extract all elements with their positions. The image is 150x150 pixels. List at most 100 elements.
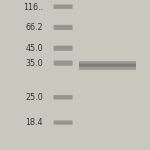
Bar (45, 147, 149, 149)
Bar (45, 146, 149, 148)
Bar (45, 147, 149, 149)
Bar (80, 64, 136, 65)
Bar (45, 147, 149, 149)
Bar (45, 147, 149, 148)
Bar (45, 147, 149, 149)
Bar (45, 147, 149, 149)
Bar (45, 147, 149, 149)
Bar (45, 147, 149, 148)
Bar (45, 146, 149, 147)
Bar (45, 147, 149, 149)
Bar (45, 147, 149, 148)
Bar (45, 146, 149, 148)
Bar (45, 147, 149, 149)
Bar (45, 147, 149, 149)
Bar (45, 147, 149, 149)
Bar (45, 147, 149, 149)
Bar (45, 147, 149, 148)
Text: 116..: 116.. (23, 3, 43, 12)
Bar (45, 146, 149, 148)
Bar (45, 147, 149, 149)
Bar (45, 146, 149, 148)
Bar (45, 146, 149, 148)
Bar (45, 146, 149, 148)
FancyBboxPatch shape (54, 4, 73, 9)
Bar (45, 147, 149, 149)
Bar (80, 65, 136, 66)
Bar (45, 147, 149, 149)
Text: 18.4: 18.4 (26, 118, 43, 127)
Text: 25.0: 25.0 (25, 93, 43, 102)
Bar (45, 146, 149, 148)
Bar (45, 146, 149, 148)
Bar (45, 146, 149, 148)
Bar (45, 146, 149, 148)
Bar (45, 147, 149, 149)
Bar (45, 147, 149, 149)
Bar (45, 147, 149, 149)
Bar (45, 146, 149, 148)
Bar (45, 146, 149, 148)
Bar (45, 147, 149, 149)
Bar (45, 147, 149, 149)
FancyBboxPatch shape (54, 95, 73, 99)
Bar (45, 146, 149, 147)
Bar (45, 146, 149, 148)
Bar (45, 146, 149, 148)
Bar (45, 146, 149, 148)
Bar (80, 69, 136, 70)
Bar (45, 147, 149, 149)
Bar (45, 146, 149, 148)
Bar (45, 146, 149, 148)
Bar (45, 146, 149, 148)
Bar (80, 67, 136, 68)
Text: 66.2: 66.2 (25, 23, 43, 32)
FancyBboxPatch shape (54, 25, 73, 30)
Bar (45, 146, 149, 148)
FancyBboxPatch shape (54, 46, 73, 51)
Bar (45, 147, 149, 149)
Text: 45.0: 45.0 (25, 44, 43, 53)
Bar (45, 147, 149, 148)
Bar (45, 146, 149, 148)
Bar (45, 146, 149, 148)
Bar (45, 146, 149, 148)
Bar (45, 146, 149, 148)
Bar (80, 62, 136, 63)
Bar (45, 146, 149, 148)
Bar (45, 147, 149, 149)
Bar (45, 147, 149, 149)
Bar (45, 146, 149, 148)
Bar (45, 147, 149, 148)
Bar (45, 146, 149, 148)
Bar (45, 146, 149, 148)
FancyBboxPatch shape (54, 120, 73, 125)
Bar (45, 147, 149, 149)
Bar (45, 146, 149, 148)
Bar (45, 147, 149, 149)
Bar (45, 147, 149, 148)
Bar (45, 146, 149, 148)
Bar (45, 147, 149, 149)
Text: 35.0: 35.0 (25, 59, 43, 68)
Bar (45, 147, 149, 148)
Bar (80, 63, 136, 64)
Bar (45, 146, 149, 147)
Bar (45, 146, 149, 148)
Bar (80, 61, 136, 62)
Bar (45, 147, 149, 149)
Bar (45, 147, 149, 149)
Bar (45, 147, 149, 149)
Bar (45, 146, 149, 148)
Bar (45, 146, 149, 148)
Bar (45, 147, 149, 148)
Bar (45, 147, 149, 149)
Bar (45, 147, 149, 148)
Bar (80, 68, 136, 69)
Bar (45, 146, 149, 148)
Bar (45, 147, 149, 149)
Bar (45, 146, 149, 148)
Bar (45, 146, 149, 148)
Bar (80, 66, 136, 67)
FancyBboxPatch shape (54, 61, 73, 66)
